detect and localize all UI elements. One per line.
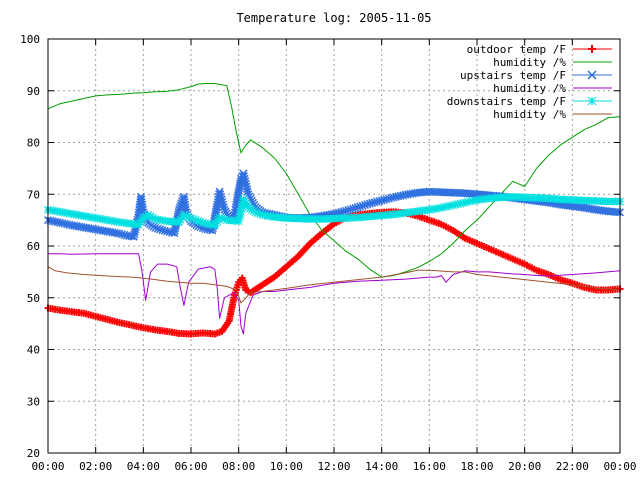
data-point [372, 197, 381, 206]
x-tick-label: 20:00 [508, 460, 541, 473]
data-point [153, 224, 162, 233]
data-point [339, 207, 348, 216]
data-point [219, 203, 228, 212]
y-tick-label: 60 [27, 240, 40, 253]
axis-ticks: 00:00 02:00 04:00 06:00 08:00 10:00 12:00 14:00… [20, 33, 636, 473]
x-tick-label: 06:00 [174, 460, 207, 473]
data-point [148, 213, 157, 222]
data-point [353, 203, 362, 212]
data-point [182, 212, 191, 220]
legend-label: downstairs temp /F [447, 95, 566, 108]
data-point [139, 213, 148, 222]
data-point [220, 215, 229, 224]
y-tick-label: 40 [27, 344, 40, 357]
data-point [243, 187, 252, 196]
data-point [341, 206, 350, 215]
x-tick-label: 08:00 [222, 460, 255, 473]
series-layer [43, 83, 625, 338]
data-point [365, 199, 374, 208]
data-point [358, 201, 367, 210]
x-tick-label: 00:00 [31, 460, 64, 473]
y-tick-label: 90 [27, 85, 40, 98]
data-point [141, 212, 150, 221]
data-point [337, 208, 346, 217]
x-tick-label: 02:00 [79, 460, 112, 473]
x-tick-label: 04:00 [127, 460, 160, 473]
series-line [48, 253, 621, 335]
data-point [363, 200, 372, 209]
data-point [218, 214, 226, 223]
data-point [196, 217, 205, 226]
data-point [151, 223, 160, 232]
data-point [194, 216, 203, 225]
series-0 [44, 208, 624, 338]
legend-label: humidity /% [493, 82, 566, 95]
data-point [370, 198, 379, 207]
data-point [344, 206, 353, 215]
data-point [215, 213, 224, 222]
y-tick-label: 20 [27, 447, 40, 460]
x-tick-label: 18:00 [460, 460, 493, 473]
data-point [117, 230, 126, 239]
x-tick-label: 10:00 [270, 460, 303, 473]
data-point [375, 197, 384, 206]
legend-label: outdoor temp /F [467, 43, 566, 56]
legend-label: upstairs temp /F [460, 69, 566, 82]
data-point [251, 208, 260, 217]
y-tick-label: 50 [27, 292, 40, 305]
legend-marker [588, 45, 596, 53]
y-tick-label: 100 [20, 33, 40, 46]
data-point [191, 215, 200, 224]
data-point [184, 213, 193, 221]
data-point [351, 203, 360, 212]
data-point [360, 200, 370, 210]
chart-title: Temperature log: 2005-11-05 [236, 11, 431, 25]
y-tick-label: 70 [27, 188, 40, 201]
data-point [179, 211, 188, 219]
data-point [380, 195, 389, 204]
x-tick-label: 00:00 [603, 460, 636, 473]
data-point [349, 204, 358, 213]
x-tick-label: 16:00 [413, 460, 446, 473]
data-point [155, 225, 165, 234]
y-tick-label: 30 [27, 395, 40, 408]
legend-label: humidity /% [493, 56, 566, 69]
data-point [146, 212, 155, 221]
data-point [346, 205, 355, 214]
data-point [368, 198, 377, 207]
series-line [47, 266, 621, 304]
series-5 [47, 266, 621, 304]
y-tick-label: 80 [27, 137, 40, 150]
legend-label: humidity /% [493, 108, 566, 121]
x-tick-label: 22:00 [556, 460, 589, 473]
data-point [158, 226, 167, 235]
data-point [382, 195, 391, 204]
data-point [189, 215, 198, 223]
data-point [253, 209, 262, 218]
data-point [256, 210, 265, 219]
data-point [160, 226, 169, 235]
data-point [115, 229, 124, 238]
legend-marker [587, 70, 597, 80]
data-point [144, 211, 153, 219]
x-tick-label: 14:00 [365, 460, 398, 473]
series-3 [48, 253, 621, 335]
data-point [356, 202, 365, 211]
x-tick-label: 12:00 [317, 460, 350, 473]
data-point [377, 196, 386, 205]
data-point [187, 214, 195, 222]
legend-marker [587, 96, 597, 106]
data-point [384, 194, 393, 203]
